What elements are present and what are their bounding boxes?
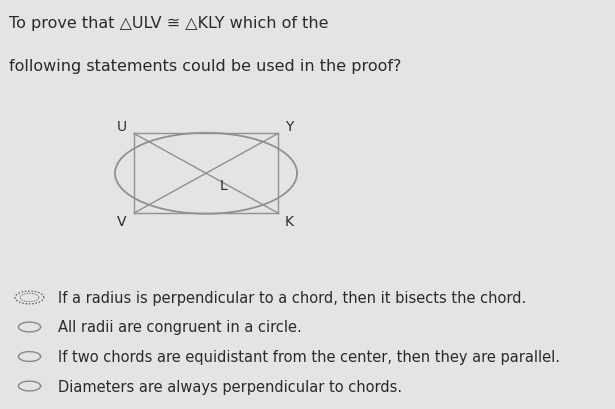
- Text: following statements could be used in the proof?: following statements could be used in th…: [9, 59, 402, 74]
- Text: U: U: [117, 120, 127, 134]
- Text: To prove that △ULV ≅ △KLY which of the: To prove that △ULV ≅ △KLY which of the: [9, 16, 329, 31]
- Text: Diameters are always perpendicular to chords.: Diameters are always perpendicular to ch…: [58, 379, 403, 393]
- Text: Y: Y: [285, 120, 293, 134]
- Text: L: L: [220, 179, 228, 193]
- Text: K: K: [285, 215, 293, 229]
- Text: All radii are congruent in a circle.: All radii are congruent in a circle.: [58, 320, 302, 335]
- Text: If two chords are equidistant from the center, then they are parallel.: If two chords are equidistant from the c…: [58, 349, 560, 364]
- Text: If a radius is perpendicular to a chord, then it bisects the chord.: If a radius is perpendicular to a chord,…: [58, 290, 526, 305]
- Text: V: V: [117, 215, 127, 229]
